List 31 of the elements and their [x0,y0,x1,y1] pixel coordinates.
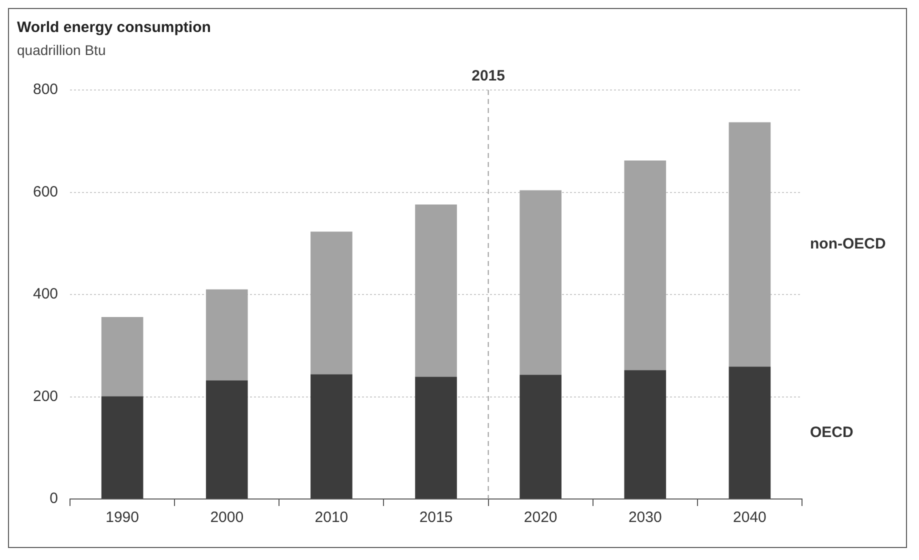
bar [728,122,771,367]
x-tick-label: 2040 [733,509,766,526]
x-tick-label: 2010 [314,509,348,526]
x-tick-label: 2015 [419,509,453,526]
bar [624,370,666,498]
bar [520,190,562,375]
bar [101,316,144,396]
bar [206,289,248,380]
bar [415,376,457,498]
y-tick-label: 200 [32,388,58,405]
y-tick-label: 0 [50,490,58,508]
chart-title: World energy consumption [17,19,212,36]
ref-line-label: 2015 [472,68,505,85]
bar [520,374,562,498]
x-tick-label: 2030 [628,509,662,526]
bar [310,232,352,374]
y-tick-label: 800 [32,81,58,98]
bar [624,160,666,370]
bar [415,204,457,377]
y-tick-label: 400 [32,286,58,303]
chart-subtitle: quadrillion Btu [17,42,107,58]
bar [206,380,248,498]
x-tick-label: 1990 [106,509,139,526]
bar [101,396,144,498]
bar [310,374,352,498]
text: non-OECD [810,236,886,253]
bar [728,366,771,498]
y-tick-label: 600 [32,183,58,200]
x-tick-label: 2000 [210,509,244,526]
x-tick-label: 2020 [524,509,558,526]
text: OECD [810,424,854,441]
